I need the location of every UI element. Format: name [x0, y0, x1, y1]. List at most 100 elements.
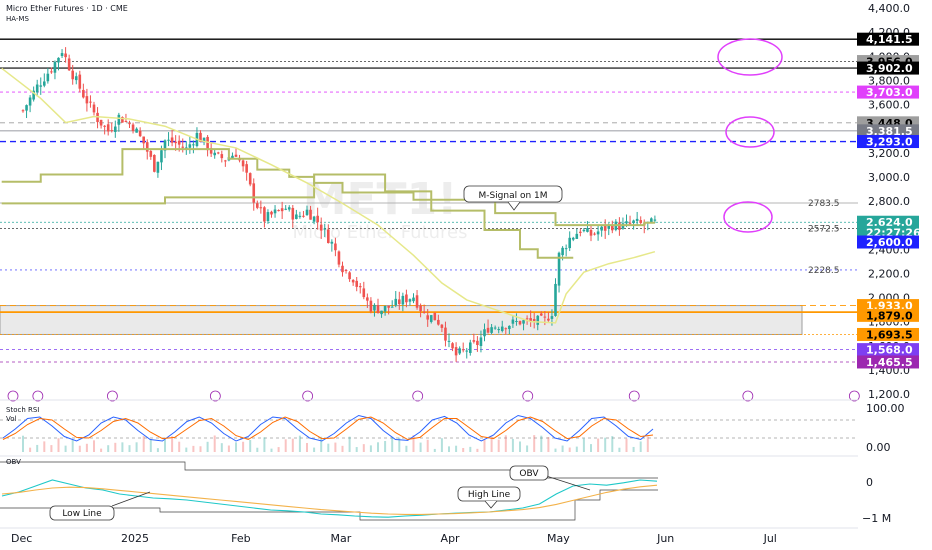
candle-body: [106, 124, 110, 132]
candle-body: [202, 137, 206, 142]
price-tag-text: 1,465.5: [866, 356, 913, 369]
candle-body: [128, 123, 131, 125]
price-tag-bg: [857, 327, 919, 341]
candle-body: [412, 297, 415, 302]
stoch-rsi-pane: [0, 414, 858, 452]
price-tick: 3,600.0: [868, 99, 910, 112]
candle-body: [25, 105, 28, 111]
candle-body: [234, 154, 238, 157]
price-tag-bg: [857, 343, 919, 357]
volume-bar: [327, 443, 330, 452]
volume-bar: [384, 440, 387, 452]
candle-body: [330, 241, 334, 244]
highlight-ellipse-low: [723, 201, 773, 233]
candle-body: [284, 208, 287, 210]
candle-body: [298, 215, 302, 217]
candle-body: [415, 295, 419, 308]
candle-body: [469, 342, 472, 353]
candle-body: [440, 324, 444, 328]
volume-bar: [107, 445, 110, 452]
volume-bar: [341, 445, 344, 452]
volume-bar: [298, 435, 301, 452]
candle-body: [444, 327, 447, 341]
candle-body: [53, 61, 57, 73]
volume-bar: [469, 446, 472, 452]
volume-bar: [199, 446, 202, 452]
candle-body: [575, 233, 579, 239]
volume-bar: [412, 435, 415, 452]
price-tag-text: 2,600.0: [866, 236, 913, 249]
candle-body: [607, 224, 611, 229]
price-tag-text: 1,693.5: [866, 328, 913, 341]
candle-body: [60, 53, 64, 57]
candle-body: [358, 286, 362, 288]
event-marker-icon: [412, 390, 424, 402]
highlight-ellipse-top: [717, 38, 783, 76]
candle-body: [476, 340, 479, 346]
volume-bar: [36, 444, 39, 452]
candle-body: [383, 305, 387, 312]
candle-body: [248, 173, 252, 185]
candle-body: [522, 320, 525, 324]
candle-body: [99, 119, 103, 126]
obv-callout: OBV: [509, 465, 591, 491]
candle-body: [611, 225, 614, 231]
candle-body: [327, 229, 330, 244]
candle-body: [188, 144, 192, 148]
candle-body: [82, 89, 85, 98]
obv-high-line: [0, 461, 658, 479]
candle-body: [422, 311, 426, 313]
volume-bar: [306, 442, 308, 452]
volume-bar: [554, 448, 557, 452]
m-signal-line-2: [1, 173, 574, 259]
volume-bar: [135, 442, 138, 452]
volume-bar: [85, 443, 88, 452]
volume-bar: [284, 439, 287, 452]
price-tag-bg: [857, 299, 919, 313]
candle-body: [429, 315, 433, 322]
volume-bar: [362, 444, 365, 452]
event-marker-icon: [742, 390, 754, 402]
volume-bar: [476, 448, 479, 452]
candle-body: [543, 316, 547, 318]
candle-body: [39, 85, 43, 87]
m-signal-callout: M-Signal on 1M: [463, 185, 563, 211]
price-tag-bg: [857, 135, 919, 149]
candle-body: [387, 305, 390, 308]
stoch-tick-0: 0.00: [866, 441, 891, 454]
candle-body: [479, 337, 483, 347]
high-line-label: High Line: [468, 490, 511, 500]
candle-body: [390, 306, 394, 308]
volume-bar: [391, 437, 394, 452]
support-zone: [0, 305, 803, 335]
candle-body: [618, 222, 621, 230]
volume-bar: [22, 435, 24, 452]
volume-bar: [511, 438, 514, 452]
candle-body: [135, 128, 138, 133]
candle-body: [632, 220, 635, 224]
candle-body: [561, 247, 564, 256]
candle-body: [71, 70, 74, 80]
candle-body: [28, 97, 32, 106]
candle-body: [380, 310, 383, 315]
price-tag-text: 3,703.0: [866, 86, 913, 99]
candle-body: [323, 228, 327, 230]
volume-bar: [50, 445, 53, 452]
candle-body: [408, 299, 412, 302]
candle-body: [628, 222, 632, 224]
candle-body: [117, 114, 121, 125]
candle-body: [369, 300, 373, 312]
candle-body: [401, 295, 405, 305]
price-tag-bg: [857, 235, 919, 249]
volume-bar: [156, 448, 159, 452]
candle-body: [287, 207, 291, 210]
candle-body: [103, 125, 106, 127]
stoch-tick-100: 100.00: [866, 402, 905, 415]
volume-bar: [78, 445, 81, 452]
candle-body: [586, 228, 589, 232]
price-tick: 4,400.0: [868, 2, 910, 15]
volume-bar: [355, 447, 358, 452]
candle-body: [256, 203, 259, 208]
candle-body: [216, 152, 220, 154]
volume-bar: [448, 446, 450, 452]
